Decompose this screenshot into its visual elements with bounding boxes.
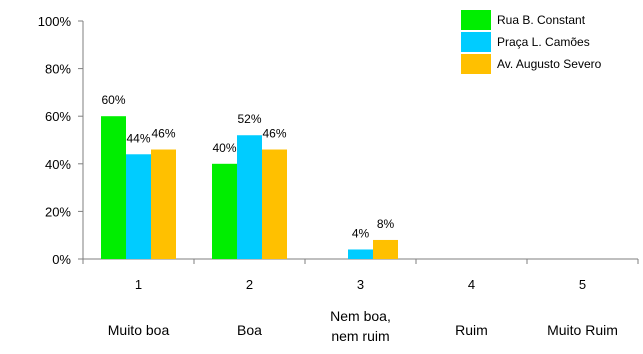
x-axis: 1 Muito boa 2 Boa 3 Nem boa, nem ruim 4 Ruim 5 Mui… (82, 258, 639, 344)
x-tick-label: 1 (135, 277, 142, 292)
category-label: Muito boa (108, 322, 170, 338)
data-label: 40% (212, 141, 236, 155)
category-label: Nem boa, (330, 308, 391, 324)
data-label: 46% (151, 127, 175, 141)
data-label: 8% (377, 217, 395, 231)
bar (212, 163, 237, 259)
data-label: 46% (262, 127, 286, 141)
y-tick-label: 60% (45, 109, 71, 124)
bar (151, 149, 176, 259)
legend-label: Rua B. Constant (497, 13, 586, 27)
legend-label: Av. Augusto Severo (497, 57, 602, 71)
y-tick-label: 100% (38, 14, 72, 29)
legend-swatch (461, 54, 491, 74)
bar (348, 249, 373, 259)
data-label: 60% (101, 93, 125, 107)
x-tick-label: 2 (246, 277, 253, 292)
bars (101, 116, 398, 259)
y-tick-label: 20% (45, 204, 71, 219)
bar (126, 154, 151, 259)
category-label: Muito Ruim (547, 322, 618, 338)
bar (237, 135, 262, 259)
y-axis: 0% 20% 40% 60% 80% 100% (38, 14, 84, 267)
legend-swatch (461, 32, 491, 52)
bar (373, 239, 398, 259)
y-tick-label: 80% (45, 62, 71, 77)
legend-label: Praça L. Camões (497, 35, 590, 49)
category-label: nem ruim (331, 328, 389, 344)
data-label: 44% (126, 131, 150, 145)
bar (101, 116, 126, 259)
legend-swatch (461, 10, 491, 30)
x-tick-label: 4 (468, 277, 475, 292)
x-tick-label: 3 (357, 277, 364, 292)
y-tick-label: 0% (52, 252, 71, 267)
x-tick-label: 5 (579, 277, 586, 292)
data-label: 4% (352, 226, 370, 240)
legend: Rua B. Constant Praça L. Camões Av. August… (461, 10, 602, 74)
category-label: Boa (237, 322, 262, 338)
category-label: Ruim (455, 322, 488, 338)
bar (262, 149, 287, 259)
data-label: 52% (237, 112, 261, 126)
data-labels: 60% 40% 44% 52% 4% 46% 46% 8% (101, 93, 394, 240)
y-tick-label: 40% (45, 157, 71, 172)
